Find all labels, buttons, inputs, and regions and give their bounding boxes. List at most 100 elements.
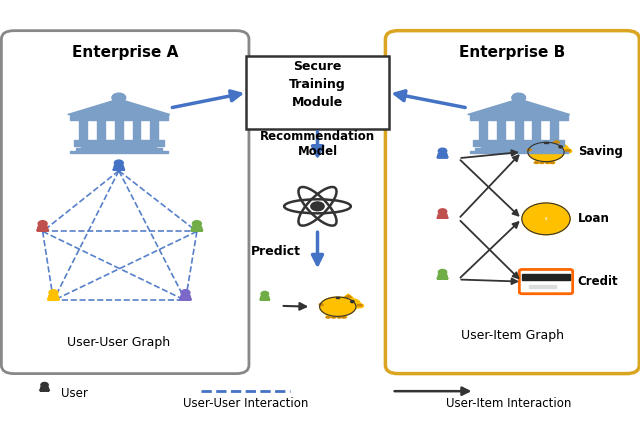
- Text: User: User: [61, 387, 88, 400]
- Polygon shape: [191, 226, 203, 231]
- Polygon shape: [68, 99, 170, 115]
- Polygon shape: [344, 295, 352, 298]
- Circle shape: [181, 290, 190, 296]
- Ellipse shape: [564, 149, 572, 153]
- Circle shape: [438, 269, 447, 275]
- Polygon shape: [48, 296, 59, 300]
- Bar: [115, 120, 123, 140]
- Circle shape: [311, 202, 324, 210]
- Bar: [515, 120, 523, 140]
- Polygon shape: [40, 387, 49, 391]
- Circle shape: [49, 290, 58, 296]
- Circle shape: [566, 150, 568, 151]
- Circle shape: [115, 160, 124, 166]
- Polygon shape: [437, 277, 448, 279]
- Ellipse shape: [540, 162, 544, 163]
- Ellipse shape: [550, 162, 554, 163]
- Bar: [70, 151, 168, 153]
- Polygon shape: [113, 168, 125, 170]
- Circle shape: [568, 150, 570, 151]
- Text: Module: Module: [292, 96, 343, 109]
- Circle shape: [112, 93, 125, 102]
- FancyBboxPatch shape: [519, 269, 573, 294]
- Circle shape: [360, 304, 362, 306]
- FancyBboxPatch shape: [1, 31, 249, 373]
- Bar: [326, 313, 330, 317]
- Polygon shape: [468, 99, 570, 115]
- Bar: [534, 159, 538, 163]
- Bar: [74, 140, 164, 146]
- Bar: [337, 313, 341, 317]
- Polygon shape: [113, 166, 125, 170]
- Bar: [550, 159, 554, 163]
- Polygon shape: [37, 228, 49, 231]
- Polygon shape: [437, 214, 448, 218]
- Circle shape: [38, 221, 47, 226]
- Bar: [470, 151, 568, 153]
- Circle shape: [522, 203, 570, 235]
- Polygon shape: [437, 275, 448, 279]
- Bar: [79, 120, 87, 140]
- Ellipse shape: [550, 144, 568, 155]
- Bar: [476, 148, 562, 151]
- Polygon shape: [437, 153, 448, 157]
- Text: User-Item Graph: User-Item Graph: [461, 330, 564, 342]
- Bar: [342, 313, 346, 317]
- Text: User-User Graph: User-User Graph: [67, 336, 170, 349]
- Ellipse shape: [319, 297, 356, 316]
- Text: Saving: Saving: [578, 145, 623, 158]
- Text: Predict: Predict: [251, 245, 301, 258]
- Polygon shape: [260, 296, 269, 300]
- Polygon shape: [40, 389, 49, 391]
- Bar: [150, 120, 158, 140]
- Text: Training: Training: [289, 78, 346, 91]
- Bar: [336, 297, 339, 298]
- Bar: [540, 159, 543, 163]
- Text: User-Item Interaction: User-Item Interaction: [447, 397, 572, 410]
- Bar: [70, 115, 168, 120]
- Bar: [529, 285, 556, 288]
- Polygon shape: [437, 216, 448, 218]
- Bar: [546, 159, 549, 163]
- Circle shape: [559, 146, 562, 148]
- Text: Recommendation
Model: Recommendation Model: [260, 130, 375, 158]
- Bar: [545, 142, 548, 144]
- Circle shape: [438, 148, 447, 154]
- Bar: [97, 120, 105, 140]
- Ellipse shape: [528, 142, 564, 162]
- Polygon shape: [37, 226, 49, 231]
- Text: Enterprise B: Enterprise B: [460, 45, 566, 60]
- Circle shape: [438, 209, 447, 214]
- Text: User-User Interaction: User-User Interaction: [183, 397, 308, 410]
- Bar: [550, 120, 558, 140]
- Bar: [332, 313, 335, 317]
- Polygon shape: [260, 298, 269, 300]
- Polygon shape: [343, 294, 353, 298]
- Text: Enterprise A: Enterprise A: [72, 45, 179, 60]
- Circle shape: [512, 93, 525, 102]
- Polygon shape: [437, 155, 448, 157]
- Circle shape: [357, 304, 360, 306]
- Polygon shape: [553, 141, 560, 143]
- Ellipse shape: [337, 317, 341, 318]
- Text: Credit: Credit: [578, 275, 618, 288]
- Bar: [76, 148, 162, 151]
- FancyBboxPatch shape: [246, 56, 388, 129]
- Bar: [81, 146, 156, 148]
- Ellipse shape: [534, 162, 538, 163]
- Polygon shape: [551, 139, 561, 143]
- Ellipse shape: [332, 317, 335, 318]
- Polygon shape: [48, 297, 59, 300]
- Ellipse shape: [342, 317, 346, 318]
- Bar: [479, 120, 487, 140]
- Bar: [532, 120, 540, 140]
- Ellipse shape: [342, 298, 360, 309]
- Bar: [481, 146, 556, 148]
- Circle shape: [193, 221, 202, 226]
- Bar: [522, 274, 570, 280]
- Circle shape: [261, 291, 269, 296]
- FancyBboxPatch shape: [385, 31, 639, 373]
- Text: $: $: [545, 217, 547, 221]
- Ellipse shape: [326, 317, 330, 318]
- Polygon shape: [180, 296, 191, 300]
